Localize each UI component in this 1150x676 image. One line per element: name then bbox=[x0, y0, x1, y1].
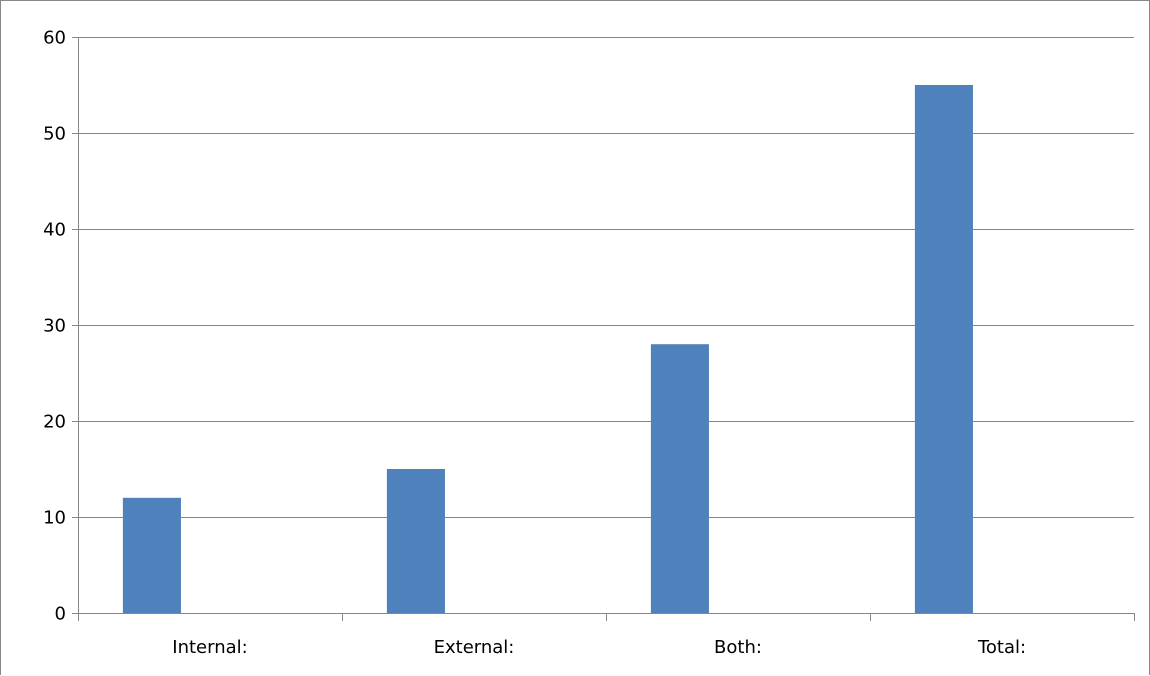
x-tick-label: External: bbox=[434, 637, 515, 658]
y-tick-label: 0 bbox=[55, 604, 66, 625]
axes bbox=[72, 37, 1135, 621]
x-tick-labels: Internal: External: Both: Total: bbox=[172, 637, 1026, 658]
bar-total bbox=[914, 85, 973, 613]
y-tick-label: 20 bbox=[43, 412, 66, 433]
gridlines bbox=[78, 37, 1134, 518]
bars bbox=[122, 85, 973, 613]
y-tick-label: 40 bbox=[43, 220, 66, 241]
x-tick-label: Internal: bbox=[172, 637, 247, 658]
x-tick-label: Total: bbox=[977, 637, 1026, 658]
y-tick-label: 60 bbox=[43, 28, 66, 49]
y-tick-label: 30 bbox=[43, 316, 66, 337]
bar-external bbox=[386, 469, 445, 613]
x-tick-label: Both: bbox=[714, 637, 762, 658]
bar-internal bbox=[122, 497, 181, 613]
y-tick-labels: 0 10 20 30 40 50 60 bbox=[43, 28, 66, 625]
y-tick-label: 50 bbox=[43, 124, 66, 145]
bar-both bbox=[650, 344, 709, 613]
y-tick-label: 10 bbox=[43, 508, 66, 529]
